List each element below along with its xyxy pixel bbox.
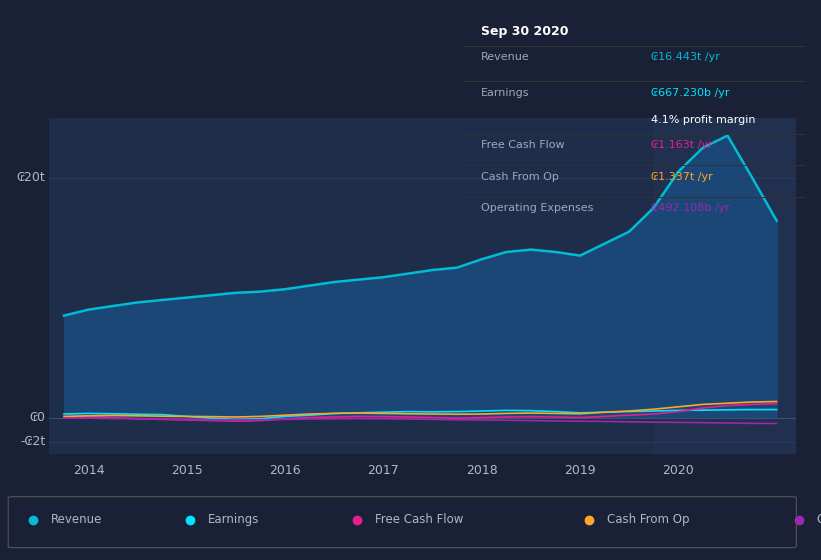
Text: 2017: 2017	[368, 464, 399, 477]
Text: ₢16.443t /yr: ₢16.443t /yr	[651, 52, 720, 62]
Text: 4.1% profit margin: 4.1% profit margin	[651, 115, 756, 125]
Text: Earnings: Earnings	[208, 514, 259, 526]
Text: Operating Expenses: Operating Expenses	[817, 514, 821, 526]
Text: Revenue: Revenue	[481, 52, 530, 62]
Text: Sep 30 2020: Sep 30 2020	[481, 25, 568, 38]
Text: 2016: 2016	[269, 464, 301, 477]
Text: Cash From Op: Cash From Op	[607, 514, 689, 526]
Text: -₢2t: -₢2t	[21, 435, 45, 448]
Text: ₢20t: ₢20t	[16, 171, 45, 184]
Text: Free Cash Flow: Free Cash Flow	[375, 514, 464, 526]
Text: 2015: 2015	[171, 464, 203, 477]
Text: 2018: 2018	[466, 464, 498, 477]
Bar	[654, 118, 796, 454]
Text: Cash From Op: Cash From Op	[481, 171, 559, 181]
Text: 2019: 2019	[564, 464, 596, 477]
Text: Revenue: Revenue	[51, 514, 103, 526]
Text: ₢1.163t /yr: ₢1.163t /yr	[651, 140, 713, 150]
Text: 2020: 2020	[663, 464, 695, 477]
Text: ₢667.230b /yr: ₢667.230b /yr	[651, 87, 730, 97]
Text: ₢1.337t /yr: ₢1.337t /yr	[651, 171, 713, 181]
Text: Operating Expenses: Operating Expenses	[481, 203, 594, 213]
Text: Earnings: Earnings	[481, 87, 530, 97]
Text: 2014: 2014	[73, 464, 104, 477]
Text: ₢492.108b /yr: ₢492.108b /yr	[651, 203, 730, 213]
Text: Free Cash Flow: Free Cash Flow	[481, 140, 565, 150]
Text: ₢0: ₢0	[30, 411, 45, 424]
